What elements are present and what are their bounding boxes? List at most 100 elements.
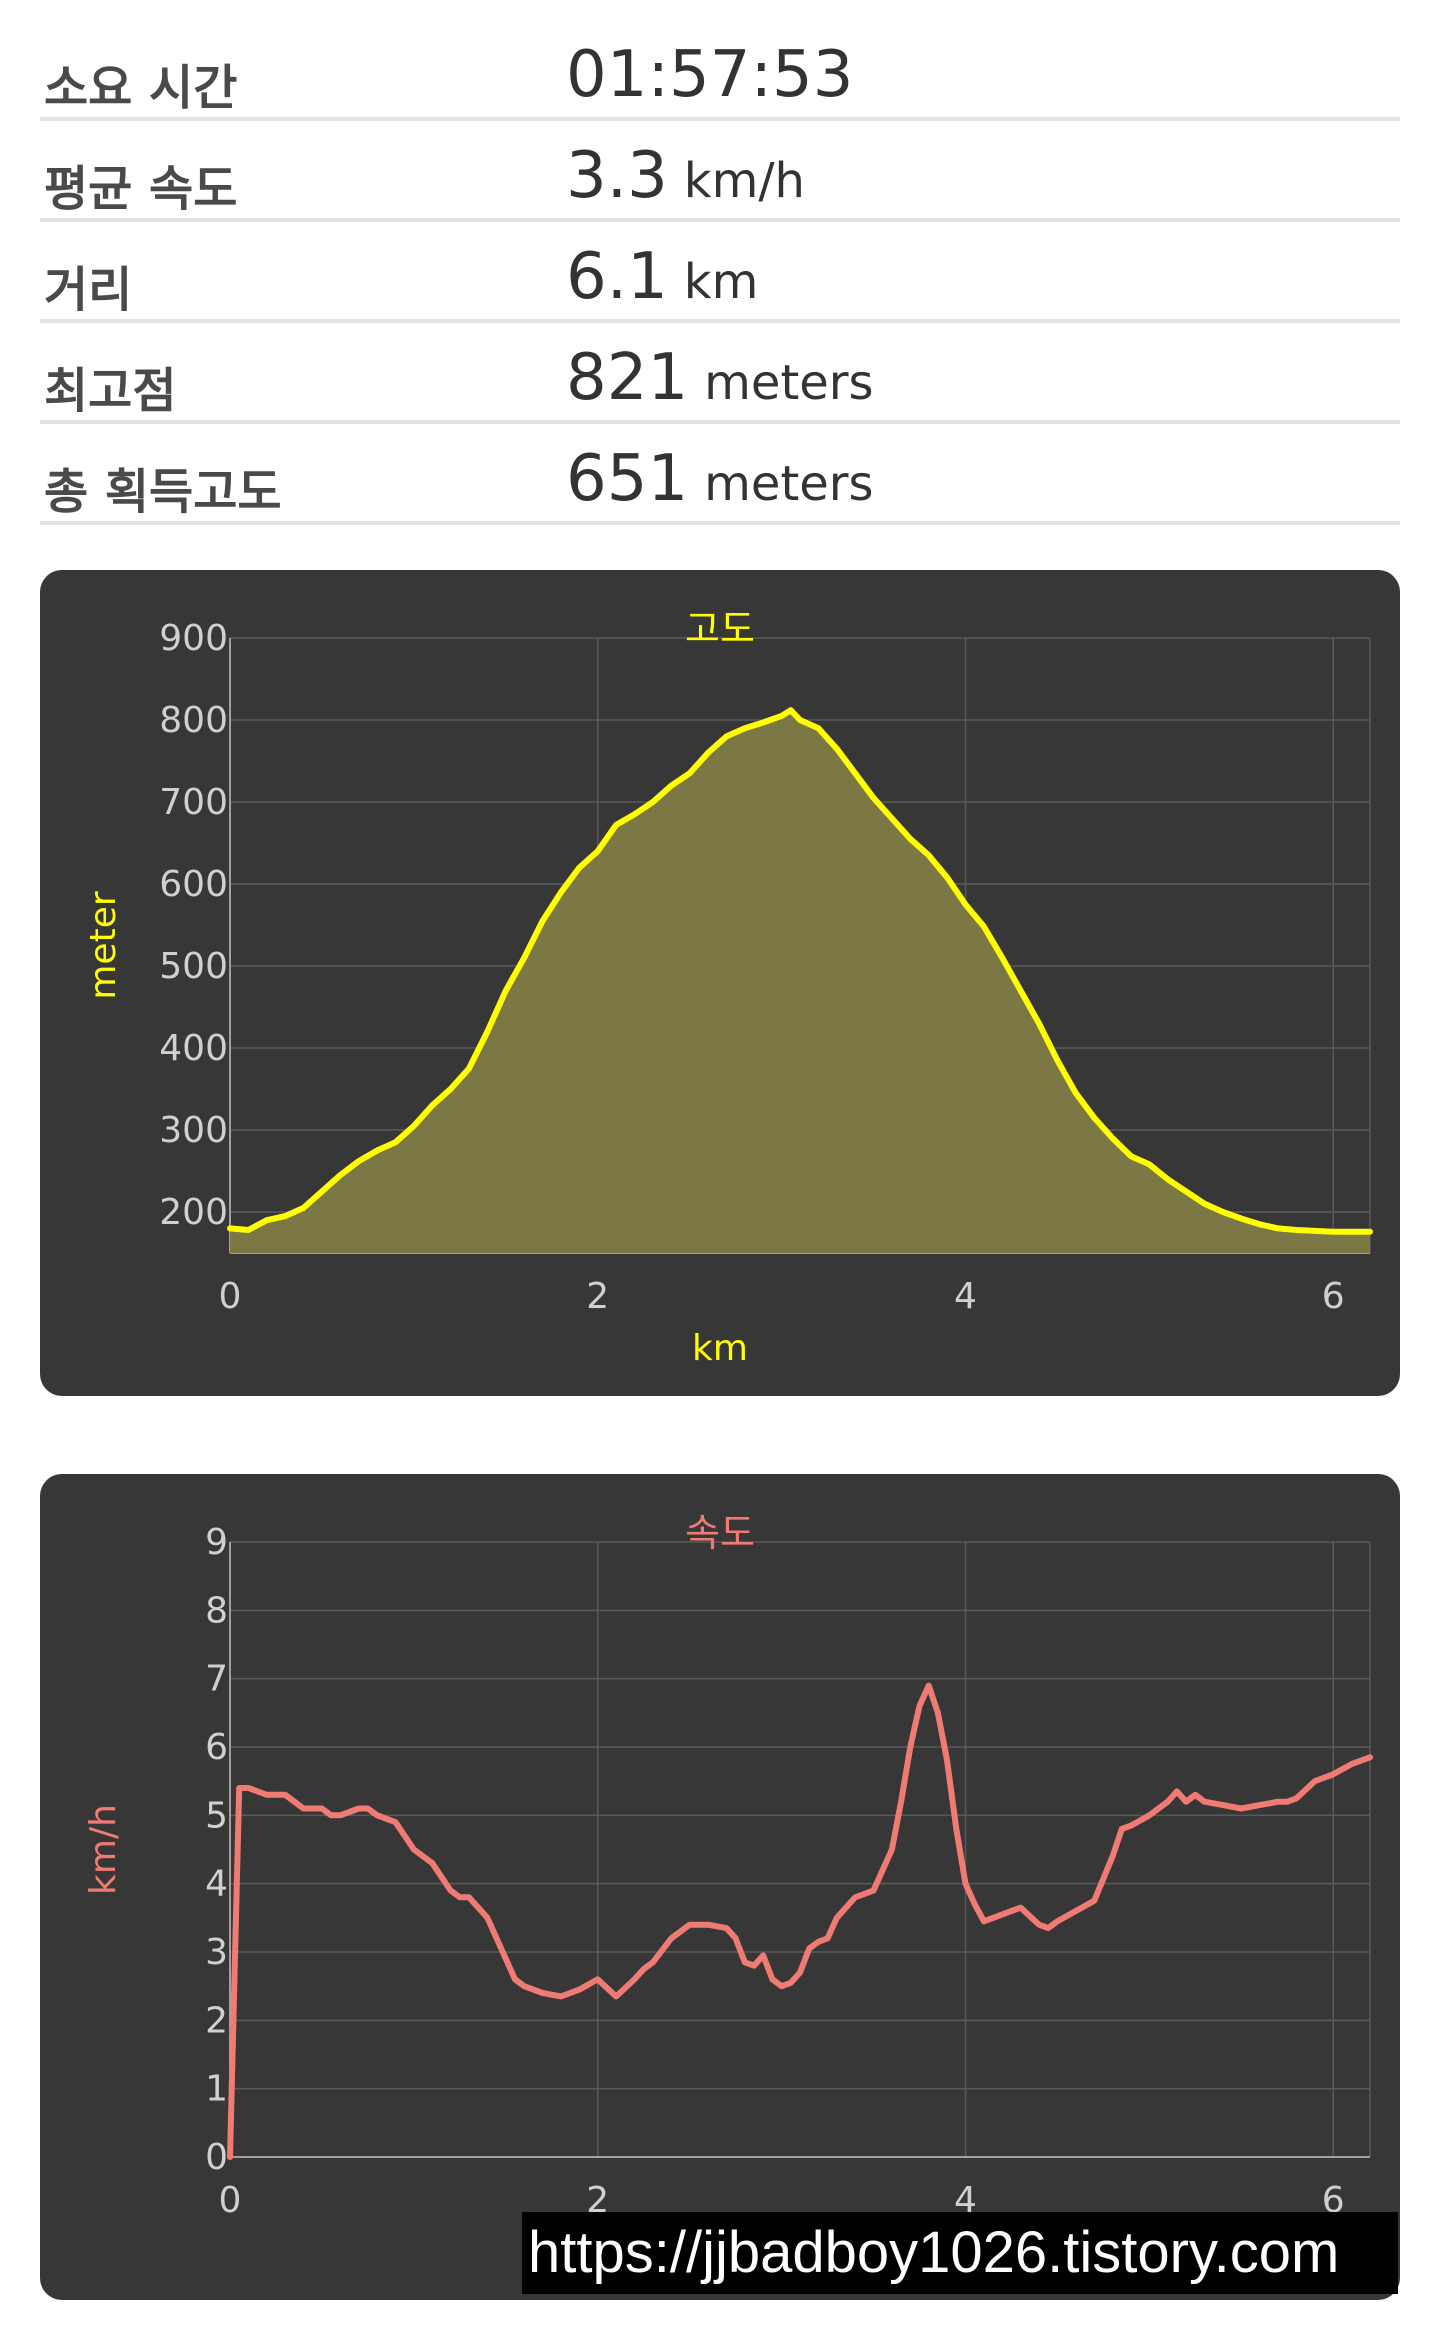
y-tick-label: 1 — [205, 2069, 228, 2110]
stat-row-distance: 거리 6.1 km — [40, 222, 1400, 323]
data-point — [1001, 1913, 1003, 1915]
data-point — [946, 1760, 948, 1762]
y-tick-label: 7 — [205, 1659, 228, 1700]
stat-row-duration: 소요 시간 01:57:53 — [40, 20, 1400, 121]
data-point — [229, 1227, 231, 1229]
data-point — [827, 1937, 829, 1939]
data-point — [799, 719, 801, 721]
data-point — [367, 1808, 369, 1809]
data-point — [854, 1896, 856, 1898]
data-point — [652, 1961, 654, 1963]
y-tick-label: 5 — [205, 1795, 228, 1836]
data-point — [744, 1961, 746, 1963]
data-point — [395, 1821, 396, 1823]
y-axis-label: meter — [83, 891, 124, 999]
stat-label: 총 획득고도 — [44, 464, 282, 520]
y-tick-label: 9 — [205, 1522, 228, 1563]
stat-value: 6.1 km — [566, 240, 758, 314]
data-point — [376, 1150, 378, 1151]
data-point — [1296, 1229, 1297, 1231]
series-area — [230, 710, 1370, 1253]
data-point — [303, 1207, 304, 1209]
y-tick-label: 300 — [159, 1110, 228, 1151]
stat-value: 3.3 km/h — [566, 139, 805, 213]
data-point — [1075, 1910, 1077, 1912]
data-point — [808, 1948, 810, 1950]
data-point — [900, 1801, 902, 1803]
stat-unit: meters — [704, 456, 874, 512]
data-point — [1112, 1855, 1114, 1857]
x-tick-label: 0 — [219, 1276, 242, 1317]
data-point — [735, 1937, 737, 1939]
data-point — [266, 1794, 268, 1796]
data-point — [891, 817, 893, 819]
speed-chart-panel: 01234567890246속도kmkm/h — [40, 1474, 1400, 2300]
data-point — [450, 1088, 452, 1090]
data-point — [863, 1893, 865, 1895]
data-point — [689, 1924, 691, 1926]
y-tick-label: 600 — [159, 864, 228, 905]
y-tick-label: 700 — [159, 782, 228, 823]
data-point — [542, 920, 544, 922]
data-point — [707, 752, 709, 754]
x-tick-label: 2 — [586, 1276, 609, 1317]
stat-unit: km — [683, 254, 759, 310]
data-point — [330, 1814, 332, 1816]
speed-chart: 01234567890246속도kmkm/h — [83, 1511, 1373, 2273]
data-point — [937, 1712, 939, 1714]
data-point — [229, 2156, 231, 2158]
data-point — [413, 1125, 415, 1127]
data-point — [689, 772, 691, 774]
elevation-chart: 200 300 400 500 600 700 800 900 0 2 4 6 고도 km meter — [83, 607, 1373, 1369]
data-point — [1038, 1022, 1040, 1024]
data-point — [909, 838, 911, 840]
data-point — [928, 854, 930, 856]
data-point — [1176, 1790, 1178, 1792]
data-point — [1047, 1927, 1049, 1929]
data-point — [431, 1862, 433, 1864]
data-point — [376, 1814, 378, 1816]
data-point — [790, 1982, 792, 1984]
data-point — [578, 867, 580, 869]
data-point — [1204, 1203, 1205, 1205]
stat-number: 3.3 — [566, 139, 668, 213]
data-point — [431, 1104, 433, 1106]
y-tick-label: 200 — [159, 1192, 228, 1233]
chart-title: 고도 — [685, 607, 755, 651]
data-point — [1020, 1907, 1022, 1909]
data-point — [873, 1890, 874, 1891]
data-point — [321, 1191, 323, 1192]
data-point — [339, 1814, 341, 1816]
data-point — [293, 1801, 295, 1803]
data-point — [238, 1787, 240, 1789]
data-point — [1332, 1773, 1334, 1775]
y-tick-label: 4 — [205, 1864, 228, 1905]
data-point — [836, 1917, 838, 1919]
stat-row-avg-speed: 평균 속도 3.3 km/h — [40, 121, 1400, 222]
data-point — [560, 1995, 562, 1997]
data-point — [1314, 1230, 1316, 1232]
data-point — [1194, 1794, 1196, 1796]
data-point — [836, 748, 838, 750]
data-point — [1038, 1924, 1040, 1926]
data-point — [1020, 990, 1022, 992]
data-point — [468, 1896, 470, 1898]
series-line — [227, 707, 1373, 1235]
stat-number: 821 — [566, 341, 689, 415]
data-point — [781, 1985, 783, 1987]
stat-label: 평균 속도 — [44, 161, 238, 217]
data-point — [395, 1141, 396, 1143]
data-point — [643, 1968, 645, 1970]
data-point — [1351, 1231, 1353, 1233]
data-point — [321, 1808, 323, 1809]
x-tick-label: 4 — [954, 1276, 977, 1317]
data-point — [1240, 1808, 1242, 1809]
data-point — [247, 1787, 249, 1789]
y-axis-label: km/h — [83, 1804, 124, 1895]
data-point — [1314, 1780, 1316, 1782]
data-point — [1185, 1191, 1187, 1192]
data-point — [514, 1978, 516, 1980]
stats-list: 소요 시간 01:57:53 평균 속도 3.3 km/h 거리 6.1 km 최고… — [40, 20, 1400, 525]
stat-unit: meters — [704, 355, 874, 411]
data-point — [919, 1705, 920, 1707]
